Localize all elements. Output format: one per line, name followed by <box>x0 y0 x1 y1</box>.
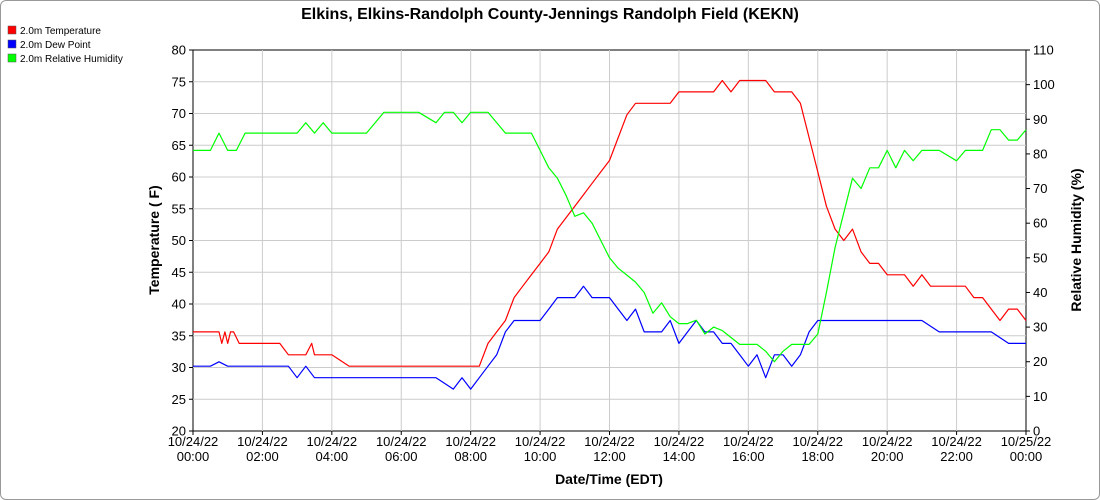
y-axis-left-ticks: 20 25 30 35 40 45 50 55 60 65 70 75 80 <box>172 43 193 439</box>
x-tick-label-date: 10/24/22 <box>168 434 219 449</box>
legend-label-2-0m-temperature: 2.0m Temperature <box>20 26 101 37</box>
chart-title: Elkins, Elkins-Randolph County-Jennings … <box>301 6 799 23</box>
x-tick-label-date: 10/24/22 <box>792 434 843 449</box>
legend-swatch-2-0m-temperature <box>7 25 17 35</box>
y-right-tick-label: 70 <box>1033 181 1047 196</box>
y-right-tick-label: 20 <box>1033 354 1047 369</box>
y-left-tick-label: 30 <box>172 360 186 375</box>
y-left-tick-label: 45 <box>172 265 186 280</box>
series-layer <box>193 79 1027 390</box>
x-tick-label-date: 10/24/22 <box>584 434 635 449</box>
x-tick-label-date: 10/24/22 <box>445 434 496 449</box>
series-line-2-0m-relative-humidity <box>193 111 1027 363</box>
x-tick-label-time: 08:00 <box>454 449 487 464</box>
x-tick-label-date: 10/24/22 <box>237 434 288 449</box>
legend-swatch-2-0m-relative-humidity <box>7 53 17 63</box>
y-right-tick-label: 40 <box>1033 285 1047 300</box>
y-left-tick-label: 40 <box>172 297 186 312</box>
x-tick-label-date: 10/24/22 <box>376 434 427 449</box>
y-right-tick-label: 60 <box>1033 216 1047 231</box>
y-left-tick-label: 25 <box>172 392 186 407</box>
x-tick-label-date: 10/24/22 <box>515 434 566 449</box>
y-right-tick-label: 90 <box>1033 112 1047 127</box>
y-right-tick-label: 100 <box>1033 77 1055 92</box>
x-tick-label-time: 12:00 <box>593 449 626 464</box>
y-right-tick-label: 110 <box>1033 43 1054 58</box>
y-left-tick-label: 80 <box>172 43 186 58</box>
y-left-tick-label: 55 <box>172 201 186 216</box>
grid <box>193 50 1026 431</box>
legend: 2.0m Temperature 2.0m Dew Point 2.0m Relat… <box>7 25 123 65</box>
x-tick-label-time: 02:00 <box>246 449 279 464</box>
y-axis-right-ticks: 0 10 20 30 40 50 60 70 80 90 100 110 <box>1026 43 1055 439</box>
x-tick-label-time: 18:00 <box>801 449 834 464</box>
y-axis-right-title: Relative Humidity (%) <box>1068 168 1084 311</box>
y-left-tick-label: 20 <box>172 424 186 439</box>
legend-label-2-0m-relative-humidity: 2.0m Relative Humidity <box>20 54 123 65</box>
x-tick-label-time: 14:00 <box>663 449 696 464</box>
series-line-2-0m-temperature <box>193 79 1027 367</box>
y-right-tick-label: 10 <box>1033 389 1047 404</box>
x-axis-title: Date/Time (EDT) <box>555 471 663 487</box>
y-axis-left-title: Temperature ( F) <box>146 185 162 294</box>
x-tick-label-date: 10/25/22 <box>1001 434 1052 449</box>
x-tick-label-time: 06:00 <box>385 449 418 464</box>
x-tick-label-time: 10:00 <box>524 449 557 464</box>
legend-swatch-2-0m-dew-point <box>7 39 17 49</box>
x-tick-label-time: 16:00 <box>732 449 765 464</box>
x-tick-label-time: 20:00 <box>871 449 904 464</box>
x-tick-label-time: 00:00 <box>177 449 210 464</box>
x-tick-label-time: 22:00 <box>940 449 973 464</box>
y-left-tick-label: 35 <box>172 328 186 343</box>
x-tick-label-date: 10/24/22 <box>723 434 774 449</box>
y-right-tick-label: 0 <box>1033 424 1040 439</box>
y-right-tick-label: 30 <box>1033 320 1047 335</box>
y-left-tick-label: 75 <box>172 74 186 89</box>
y-left-tick-label: 60 <box>172 170 186 185</box>
x-axis-ticks: 10/24/2200:0010/24/2202:0010/24/2204:001… <box>168 431 1052 464</box>
y-right-tick-label: 50 <box>1033 250 1047 265</box>
x-tick-label-date: 10/24/22 <box>654 434 705 449</box>
x-tick-label-date: 10/24/22 <box>931 434 982 449</box>
x-tick-label-date: 10/24/22 <box>307 434 358 449</box>
y-left-tick-label: 65 <box>172 138 186 153</box>
x-tick-label-time: 04:00 <box>316 449 349 464</box>
x-tick-label-time: 00:00 <box>1010 449 1043 464</box>
x-tick-label-date: 10/24/22 <box>862 434 913 449</box>
legend-label-2-0m-dew-point: 2.0m Dew Point <box>20 40 91 51</box>
y-left-tick-label: 70 <box>172 106 186 121</box>
y-left-tick-label: 50 <box>172 233 186 248</box>
y-right-tick-label: 80 <box>1033 146 1047 161</box>
series-line-2-0m-dew-point <box>193 285 1026 390</box>
